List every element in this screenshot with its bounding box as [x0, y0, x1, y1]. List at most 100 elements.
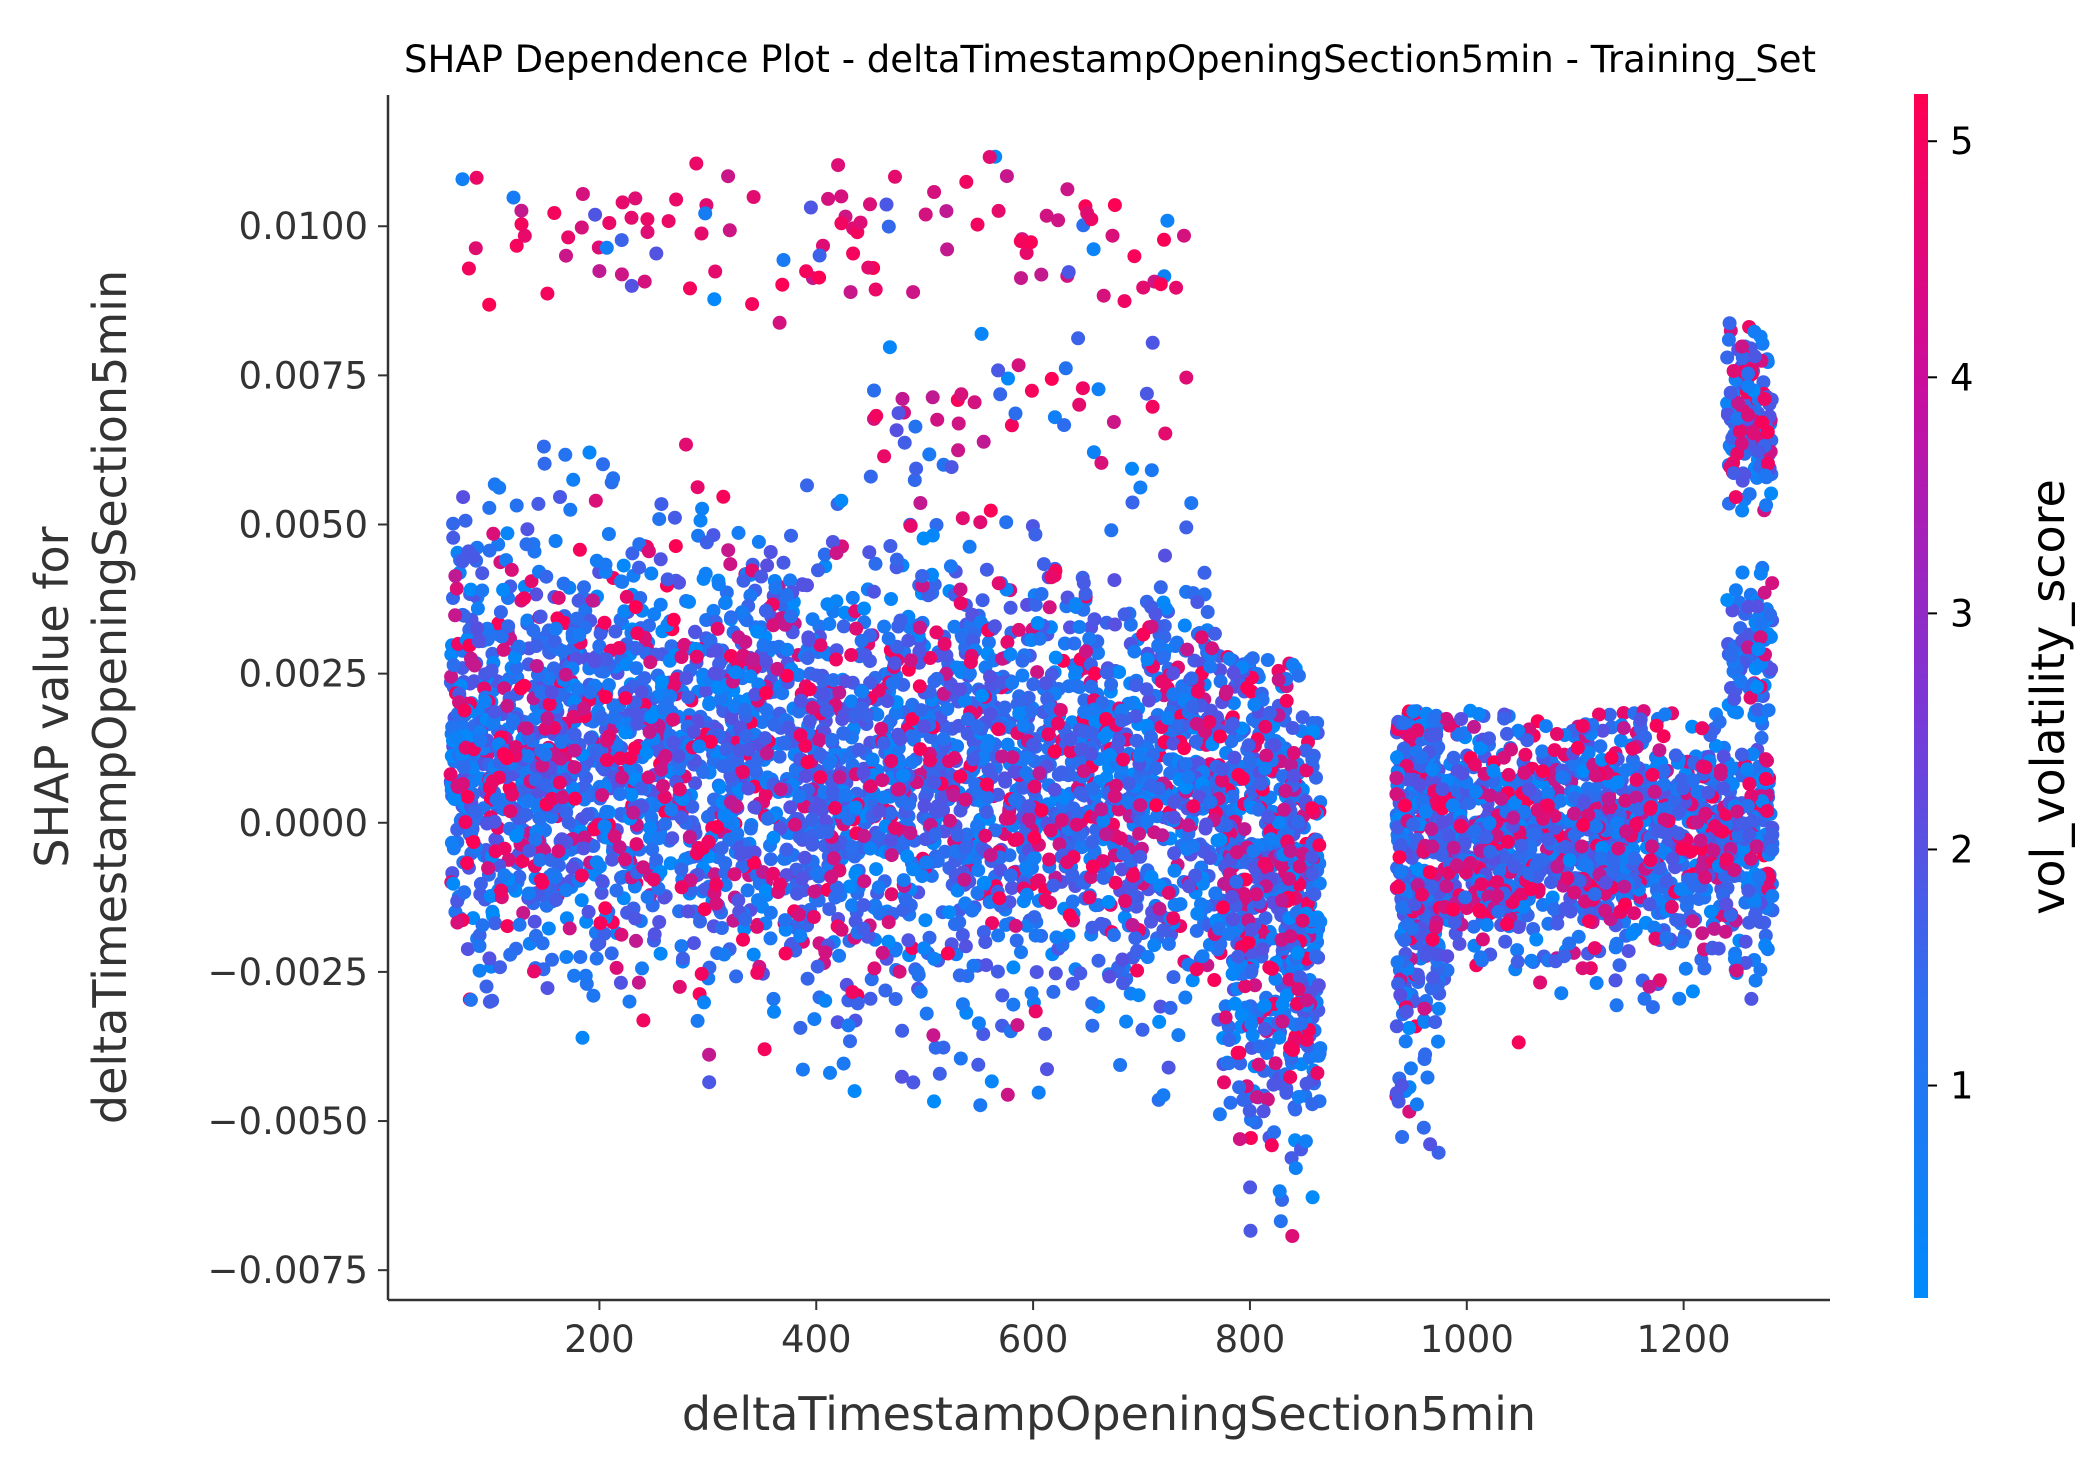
scatter-point [763, 931, 778, 946]
scatter-point [529, 587, 544, 602]
scatter-point [1179, 370, 1194, 385]
scatter-point [1395, 1130, 1410, 1144]
scatter-point [1135, 1022, 1150, 1037]
scatter-point [979, 958, 994, 973]
scatter-point [649, 853, 664, 867]
scatter-point [884, 887, 899, 902]
scatter-point [1723, 385, 1738, 400]
scatter-point [1753, 630, 1768, 645]
scatter-point [1085, 1018, 1100, 1033]
scatter-point [486, 526, 501, 541]
scatter-point [1078, 586, 1093, 601]
scatter-point [1454, 712, 1469, 726]
scatter-point [652, 915, 667, 929]
scatter-point [797, 799, 812, 814]
scatter-point [863, 991, 878, 1006]
scatter-point [991, 787, 1005, 802]
scatter-point [1756, 375, 1771, 390]
scatter-point [1390, 750, 1404, 765]
scatter-point [482, 500, 497, 515]
scatter-point [1014, 271, 1028, 286]
scatter-point [757, 1042, 772, 1057]
scatter-point [1621, 944, 1636, 959]
scatter-point [1048, 650, 1063, 665]
scatter-point [1042, 600, 1057, 615]
scatter-point [779, 842, 794, 857]
scatter-point [1510, 954, 1525, 969]
scatter-point [955, 630, 970, 645]
scatter-point [1161, 936, 1176, 951]
scatter-point [517, 228, 532, 243]
scatter-point [1167, 810, 1181, 825]
scatter-point [1716, 749, 1731, 764]
scatter-point [586, 988, 601, 1003]
scatter-point [1305, 1190, 1320, 1205]
scatter-point [842, 879, 857, 894]
scatter-point [526, 623, 541, 638]
scatter-point [882, 340, 897, 355]
scatter-point [777, 735, 792, 750]
scatter-point [1459, 901, 1474, 916]
scatter-point [999, 169, 1014, 184]
scatter-point [1609, 998, 1624, 1013]
scatter-point [1039, 208, 1054, 223]
scatter-point [892, 964, 907, 979]
scatter-point [1086, 242, 1101, 257]
scatter-point [1028, 597, 1043, 612]
scatter-point [978, 935, 993, 950]
scatter-point [1720, 350, 1735, 365]
scatter-point [1114, 862, 1129, 877]
scatter-point [540, 286, 555, 301]
scatter-point [682, 594, 696, 609]
scatter-point [1765, 843, 1780, 857]
scatter-point [1091, 646, 1105, 660]
scatter-point [553, 490, 567, 504]
scatter-point [1727, 951, 1742, 966]
scatter-point [1473, 741, 1488, 756]
scatter-point [527, 914, 542, 929]
scatter-point [913, 496, 928, 510]
scatter-point [674, 862, 689, 877]
scatter-point [1526, 922, 1541, 936]
scatter-point [1431, 1145, 1446, 1160]
scatter-point [981, 635, 996, 650]
scatter-point [1538, 719, 1553, 734]
scatter-point [800, 478, 814, 493]
scatter-point [473, 876, 488, 891]
scatter-point [767, 717, 782, 732]
scatter-point [919, 1006, 934, 1021]
scatter-point [1228, 996, 1243, 1011]
scatter-point [1428, 1015, 1443, 1030]
scatter-point [966, 958, 981, 973]
scatter-point [463, 992, 478, 1007]
scatter-point [533, 609, 548, 624]
scatter-point [669, 192, 684, 207]
scatter-point [1738, 934, 1753, 949]
scatter-point [1132, 826, 1147, 841]
scatter-point [1740, 762, 1755, 777]
scatter-point [889, 423, 904, 438]
scatter-point [1131, 988, 1146, 1003]
scatter-point [1136, 280, 1151, 295]
scatter-point [1424, 879, 1439, 894]
scatter-point [1104, 523, 1119, 538]
scatter-point [1678, 961, 1693, 976]
scatter-point [918, 913, 933, 928]
scatter-point [1107, 573, 1122, 588]
scatter-point [1157, 232, 1171, 247]
scatter-point [889, 552, 904, 567]
scatter-point [1125, 461, 1139, 476]
scatter-point [1027, 910, 1042, 925]
scatter-point [588, 207, 603, 222]
scatter-point [1067, 636, 1082, 651]
scatter-point [1057, 418, 1072, 433]
scatter-point [993, 862, 1008, 877]
scatter-point [965, 903, 980, 918]
scatter-point [469, 170, 484, 185]
scatter-point [867, 383, 881, 398]
scatter-point [877, 619, 892, 634]
scatter-point [711, 577, 726, 592]
scatter-point [472, 939, 487, 953]
scatter-point [985, 916, 1000, 931]
scatter-point [644, 810, 659, 825]
